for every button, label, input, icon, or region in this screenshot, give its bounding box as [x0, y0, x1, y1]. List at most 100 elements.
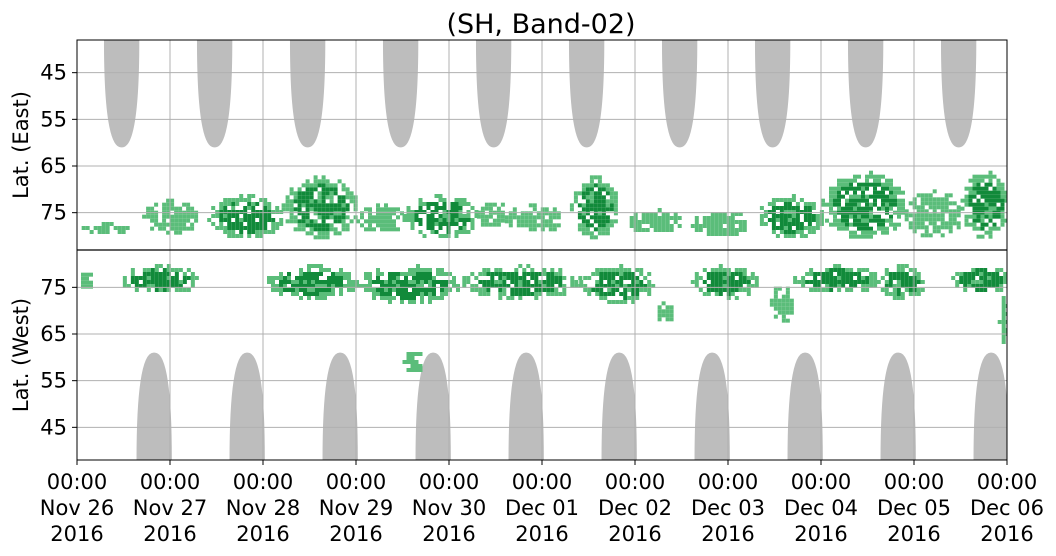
echo-pixel [410, 218, 415, 222]
daylight-mask-west [973, 352, 1007, 460]
echo-pixel [162, 276, 167, 280]
echo-pixel [275, 284, 279, 288]
echo-pixel [337, 179, 342, 184]
echo-pixel [841, 280, 846, 284]
echo-pixel [526, 292, 531, 296]
echo-pixel [849, 234, 853, 239]
echo-pixel [916, 205, 921, 210]
echo-pixel [271, 276, 275, 280]
echo-pixel [777, 302, 782, 307]
echo-pixel [81, 272, 85, 277]
echo-pixel [569, 203, 574, 208]
echo-pixel [817, 288, 822, 292]
echo-pixel [1000, 186, 1005, 191]
echo-pixel [599, 284, 604, 288]
echo-pixel [999, 280, 1004, 284]
echo-pixel [295, 276, 299, 280]
echo-pixel [641, 220, 646, 224]
echo-pixel [991, 276, 996, 280]
echo-pixel [627, 276, 632, 280]
echo-pixel [392, 288, 396, 292]
echo-pixel [396, 292, 400, 296]
echo-pixel [881, 206, 885, 211]
echo-pixel [325, 183, 330, 188]
echo-pixel [293, 219, 298, 224]
echo-pixel [996, 186, 1001, 191]
echo-pixel [235, 226, 240, 230]
echo-pixel [857, 174, 861, 179]
y-tick-label-west: 75 [40, 275, 67, 299]
echo-pixel [657, 224, 662, 228]
echo-pixel [154, 264, 159, 268]
echo-pixel [239, 230, 244, 234]
echo-pixel [581, 203, 586, 208]
echo-pixel [619, 280, 624, 284]
echo-pixel [512, 215, 517, 220]
echo-pixel [593, 195, 598, 200]
echo-pixel [351, 284, 355, 288]
echo-pixel [418, 206, 423, 210]
echo-pixel [1003, 280, 1007, 284]
echo-pixel [893, 202, 897, 207]
echo-pixel [404, 280, 408, 284]
echo-pixel [631, 292, 636, 296]
echo-pixel [932, 229, 937, 234]
echo-pixel [607, 268, 612, 272]
echo-pixel [593, 207, 598, 212]
echo-pixel [861, 268, 866, 272]
echo-pixel [819, 218, 824, 222]
echo-pixel [773, 298, 778, 303]
daylight-mask-east [661, 40, 698, 148]
echo-pixel [706, 228, 711, 232]
echo-pixel [853, 202, 857, 207]
echo-pixel [861, 222, 865, 227]
echo-pixel [329, 199, 334, 204]
echo-pixel [734, 284, 739, 288]
echo-pixel [759, 222, 764, 226]
x-tick-date: Dec 02 [598, 496, 672, 520]
echo-pixel [444, 292, 448, 296]
echo-pixel [170, 214, 175, 219]
echo-region [356, 264, 460, 304]
echo-pixel [313, 219, 318, 224]
echo-pixel [611, 272, 616, 276]
echo-pixel [315, 284, 319, 288]
echo-pixel [647, 272, 652, 276]
echo-pixel [861, 288, 866, 292]
echo-pixel [1001, 340, 1006, 344]
echo-pixel [714, 232, 719, 236]
echo-pixel [130, 272, 135, 276]
echo-pixel [767, 202, 772, 206]
echo-pixel [301, 227, 306, 232]
echo-pixel [763, 210, 768, 214]
echo-pixel [158, 264, 163, 268]
echo-pixel [380, 227, 384, 232]
echo-pixel [873, 190, 877, 195]
echo-pixel [442, 206, 447, 210]
echo-pixel [599, 288, 604, 292]
echo-pixel [690, 280, 695, 284]
echo-pixel [821, 288, 826, 292]
echo-pixel [279, 284, 283, 288]
echo-region [81, 272, 93, 289]
echo-pixel [873, 214, 877, 219]
echo-pixel [544, 219, 549, 224]
echo-pixel [271, 284, 275, 288]
echo-pixel [912, 221, 917, 226]
echo-pixel [89, 230, 94, 234]
echo-pixel [857, 194, 861, 199]
echo-pixel [912, 292, 917, 296]
echo-pixel [944, 225, 949, 230]
echo-pixel [940, 209, 945, 214]
echo-pixel [368, 284, 372, 288]
echo-pixel [771, 198, 776, 202]
echo-pixel [534, 292, 539, 296]
echo-pixel [1001, 328, 1006, 332]
echo-pixel [963, 284, 968, 288]
echo-pixel [400, 300, 404, 304]
echo-pixel [577, 211, 582, 216]
echo-pixel [484, 206, 489, 211]
echo-pixel [434, 222, 439, 226]
echo-pixel [227, 226, 232, 230]
echo-pixel [653, 224, 658, 228]
